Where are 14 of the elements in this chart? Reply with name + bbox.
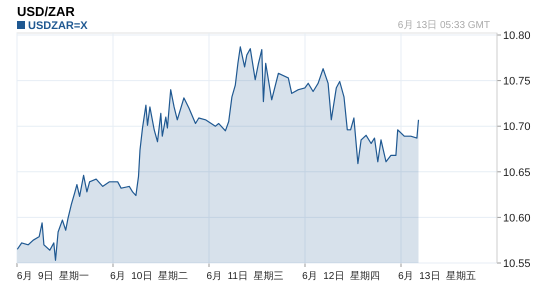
x-tick-label: 6月 10日 星期二 (110, 270, 188, 282)
x-tick-label: 6月 11日 星期三 (206, 270, 284, 282)
y-tick-label: 10.80 (503, 30, 531, 42)
x-tick-label: 6月 13日 星期五 (398, 270, 476, 282)
text: 6月 13日 05:33 GMT (398, 20, 490, 31)
y-tick-label: 10.70 (503, 121, 531, 134)
y-tick-label: 10.65 (503, 166, 531, 179)
chart-title: USD/ZAR (17, 4, 76, 19)
y-tick-label: 10.60 (503, 212, 531, 224)
y-tick-label: 10.75 (503, 76, 531, 88)
x-tick-label: 6月 12日 星期四 (302, 270, 380, 282)
y-tick-label: 10.55 (503, 258, 531, 270)
x-tick-label: 6月 9日 星期一 (16, 270, 90, 282)
legend-label: USDZAR=X (28, 20, 88, 32)
